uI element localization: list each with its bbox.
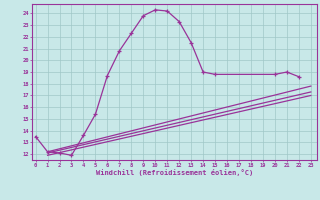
X-axis label: Windchill (Refroidissement éolien,°C): Windchill (Refroidissement éolien,°C) (96, 169, 253, 176)
